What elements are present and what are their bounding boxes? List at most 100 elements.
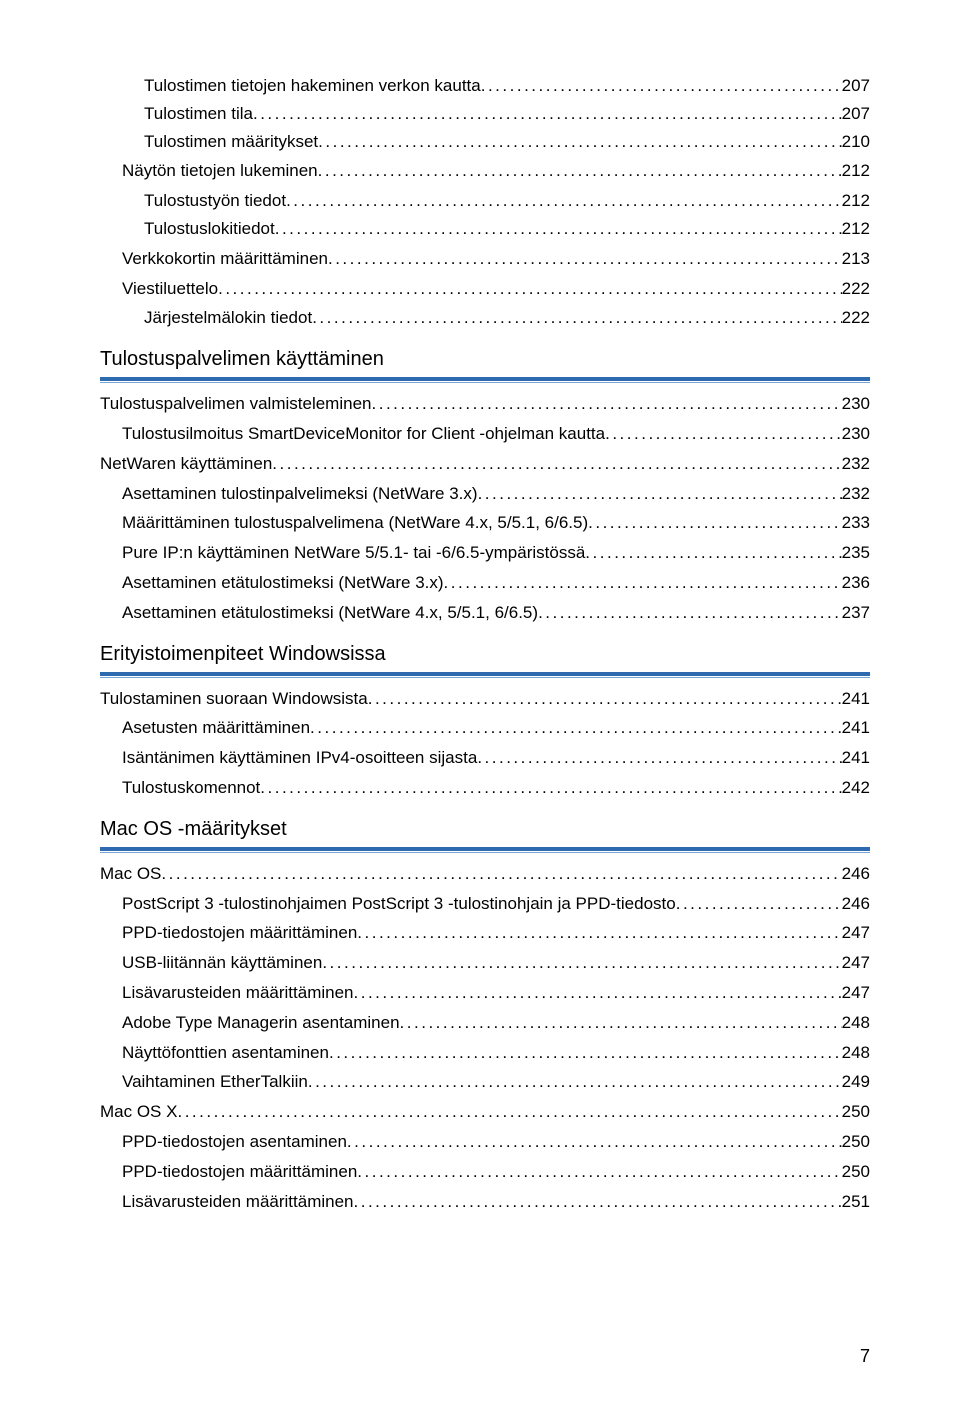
- toc-entry-page: 212: [842, 159, 870, 183]
- toc-entry-label: Asettaminen tulostinpalvelimeksi (NetWar…: [122, 482, 478, 506]
- toc-entry: PPD-tiedostojen määrittäminen 250: [122, 1160, 870, 1184]
- toc-entry: Tulostuskomennot 242: [122, 776, 870, 800]
- section-rule: [100, 847, 870, 852]
- toc-entry: Näyttöfonttien asentaminen 248: [122, 1041, 870, 1065]
- toc-entry-label: Asettaminen etätulostimeksi (NetWare 4.x…: [122, 601, 538, 625]
- toc-entry-label: Näytön tietojen lukeminen: [122, 159, 318, 183]
- toc-leader-dots: [310, 716, 842, 740]
- toc-leader-dots: [161, 862, 841, 886]
- toc-leader-dots: [218, 277, 842, 301]
- toc-entry-label: Verkkokortin määrittäminen: [122, 247, 328, 271]
- toc-entry-label: Asetusten määrittäminen: [122, 716, 310, 740]
- toc-leader-dots: [478, 482, 842, 506]
- toc-entry: Näytön tietojen lukeminen 212: [122, 159, 870, 183]
- table-of-contents: Tulostimen tietojen hakeminen verkon kau…: [100, 74, 870, 1213]
- toc-entry-label: PPD-tiedostojen määrittäminen: [122, 921, 357, 945]
- toc-leader-dots: [347, 1130, 842, 1154]
- toc-entry-label: Adobe Type Managerin asentaminen: [122, 1011, 400, 1035]
- toc-entry: PPD-tiedostojen määrittäminen247: [122, 921, 870, 945]
- toc-leader-dots: [357, 921, 841, 945]
- toc-entry-label: NetWaren käyttäminen: [100, 452, 272, 476]
- toc-entry-label: Asettaminen etätulostimeksi (NetWare 3.x…: [122, 571, 444, 595]
- toc-entry-label: Näyttöfonttien asentaminen: [122, 1041, 329, 1065]
- section-rule: [100, 672, 870, 677]
- toc-leader-dots: [357, 1160, 841, 1184]
- toc-entry-label: PPD-tiedostojen asentaminen: [122, 1130, 347, 1154]
- toc-entry-label: PostScript 3 -tulostinohjaimen PostScrip…: [122, 892, 676, 916]
- toc-leader-dots: [275, 217, 842, 241]
- toc-entry-label: Määrittäminen tulostuspalvelimena (NetWa…: [122, 511, 588, 535]
- toc-entry-label: Mac OS X: [100, 1100, 177, 1124]
- toc-leader-dots: [177, 1100, 841, 1124]
- toc-entry-page: 230: [842, 392, 870, 416]
- toc-leader-dots: [308, 1070, 842, 1094]
- toc-entry-page: 222: [842, 277, 870, 301]
- toc-entry-page: 241: [842, 746, 870, 770]
- toc-entry-page: 249: [842, 1070, 870, 1094]
- toc-entry-page: 207: [842, 102, 870, 126]
- toc-leader-dots: [286, 189, 842, 213]
- toc-entry: Tulostimen määritykset 210: [144, 130, 870, 154]
- toc-entry-page: 242: [842, 776, 870, 800]
- toc-entry: Lisävarusteiden määrittäminen247: [122, 981, 870, 1005]
- toc-entry-page: 222: [842, 306, 870, 330]
- toc-leader-dots: [328, 247, 842, 271]
- toc-entry-page: 213: [842, 247, 870, 271]
- toc-entry: Isäntänimen käyttäminen IPv4-osoitteen s…: [122, 746, 870, 770]
- toc-entry-page: 237: [842, 601, 870, 625]
- toc-entry: Mac OS246: [100, 862, 870, 886]
- toc-entry-label: Tulostimen määritykset: [144, 130, 318, 154]
- toc-entry: Tulostuspalvelimen valmisteleminen 230: [100, 392, 870, 416]
- toc-entry-label: Isäntänimen käyttäminen IPv4-osoitteen s…: [122, 746, 477, 770]
- toc-entry: Tulostustyön tiedot212: [144, 189, 870, 213]
- toc-leader-dots: [444, 571, 842, 595]
- toc-leader-dots: [272, 452, 841, 476]
- toc-leader-dots: [588, 511, 841, 535]
- toc-entry-label: Pure IP:n käyttäminen NetWare 5/5.1- tai…: [122, 541, 585, 565]
- toc-leader-dots: [538, 601, 842, 625]
- toc-entry: PostScript 3 -tulostinohjaimen PostScrip…: [122, 892, 870, 916]
- toc-leader-dots: [372, 392, 842, 416]
- toc-entry-page: 236: [842, 571, 870, 595]
- toc-leader-dots: [329, 1041, 842, 1065]
- toc-entry-label: PPD-tiedostojen määrittäminen: [122, 1160, 357, 1184]
- toc-entry: Vaihtaminen EtherTalkiin 249: [122, 1070, 870, 1094]
- toc-entry-label: Lisävarusteiden määrittäminen: [122, 1190, 354, 1214]
- toc-entry-page: 248: [842, 1041, 870, 1065]
- toc-entry-label: Tulostuspalvelimen valmisteleminen: [100, 392, 372, 416]
- section-heading: Tulostuspalvelimen käyttäminen: [100, 348, 870, 371]
- toc-entry-page: 235: [842, 541, 870, 565]
- toc-leader-dots: [322, 951, 841, 975]
- toc-entry-label: Vaihtaminen EtherTalkiin: [122, 1070, 308, 1094]
- toc-leader-dots: [260, 776, 841, 800]
- toc-leader-dots: [477, 746, 841, 770]
- section-heading: Erityistoimenpiteet Windowsissa: [100, 643, 870, 666]
- toc-entry-label: Tulostuskomennot: [122, 776, 260, 800]
- toc-entry: USB-liitännän käyttäminen247: [122, 951, 870, 975]
- toc-entry-label: Tulostuslokitiedot: [144, 217, 275, 241]
- toc-entry-page: 248: [842, 1011, 870, 1035]
- toc-entry: Viestiluettelo 222: [122, 277, 870, 301]
- toc-entry-page: 250: [842, 1160, 870, 1184]
- toc-entry-page: 250: [842, 1100, 870, 1124]
- toc-entry-label: USB-liitännän käyttäminen: [122, 951, 322, 975]
- toc-entry-page: 233: [842, 511, 870, 535]
- toc-entry: Tulostuslokitiedot212: [144, 217, 870, 241]
- toc-entry-label: Viestiluettelo: [122, 277, 218, 301]
- toc-leader-dots: [318, 159, 842, 183]
- toc-entry-page: 241: [842, 687, 870, 711]
- toc-entry-page: 241: [842, 716, 870, 740]
- toc-leader-dots: [585, 541, 841, 565]
- toc-entry: Määrittäminen tulostuspalvelimena (NetWa…: [122, 511, 870, 535]
- toc-entry-label: Järjestelmälokin tiedot: [144, 306, 312, 330]
- toc-entry: Lisävarusteiden määrittäminen251: [122, 1190, 870, 1214]
- toc-entry: Tulostimen tietojen hakeminen verkon kau…: [144, 74, 870, 98]
- toc-leader-dots: [354, 981, 842, 1005]
- toc-entry: Tulostaminen suoraan Windowsista241: [100, 687, 870, 711]
- toc-entry-page: 232: [842, 482, 870, 506]
- toc-leader-dots: [312, 306, 841, 330]
- page: Tulostimen tietojen hakeminen verkon kau…: [0, 0, 960, 1407]
- toc-leader-dots: [605, 422, 842, 446]
- toc-entry-page: 210: [842, 130, 870, 154]
- toc-entry-label: Lisävarusteiden määrittäminen: [122, 981, 354, 1005]
